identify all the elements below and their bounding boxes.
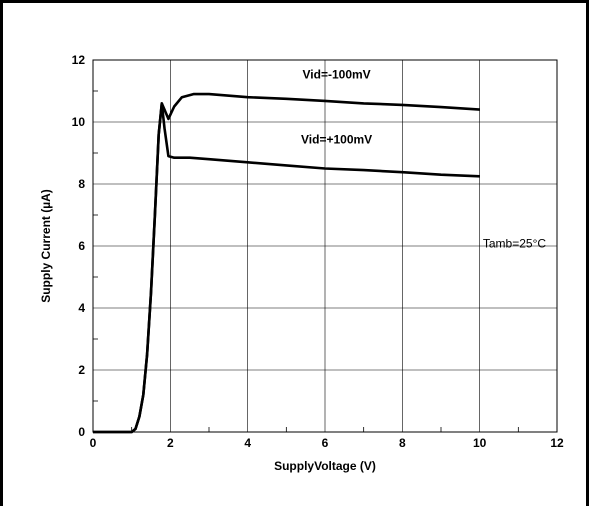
temperature-annotation: Tamb=25°C <box>483 237 546 251</box>
x-tick-label: 0 <box>90 436 97 450</box>
x-tick-label: 12 <box>550 436 564 450</box>
series-line-1 <box>93 102 480 434</box>
x-tick-label: 6 <box>322 436 329 450</box>
x-tick-label: 4 <box>244 436 251 450</box>
grid <box>93 60 557 432</box>
y-tick-label: 2 <box>78 363 85 377</box>
y-tick-label: 10 <box>72 115 86 129</box>
ticks: 0 2 4 6 8 10 12 0 2 4 6 8 10 12 <box>72 53 564 450</box>
x-tick-label: 2 <box>167 436 174 450</box>
y-tick-label: 4 <box>78 301 85 315</box>
y-tick-label: 8 <box>78 177 85 191</box>
x-tick-label: 8 <box>399 436 406 450</box>
x-tick-label: 10 <box>473 436 487 450</box>
series-group <box>93 92 480 434</box>
y-tick-label: 6 <box>78 239 85 253</box>
series-line-0 <box>93 92 480 434</box>
series-label-vid-plus-100mv: Vid=+100mV <box>301 133 372 147</box>
plot-border <box>92 59 558 433</box>
series-label-vid-minus-100mv: Vid=-100mV <box>303 68 371 82</box>
y-tick-label: 12 <box>72 53 86 67</box>
y-tick-label: 0 <box>78 425 85 439</box>
y-axis-title: Supply Current (µA) <box>39 189 53 303</box>
x-axis-title: SupplyVoltage (V) <box>274 459 376 473</box>
